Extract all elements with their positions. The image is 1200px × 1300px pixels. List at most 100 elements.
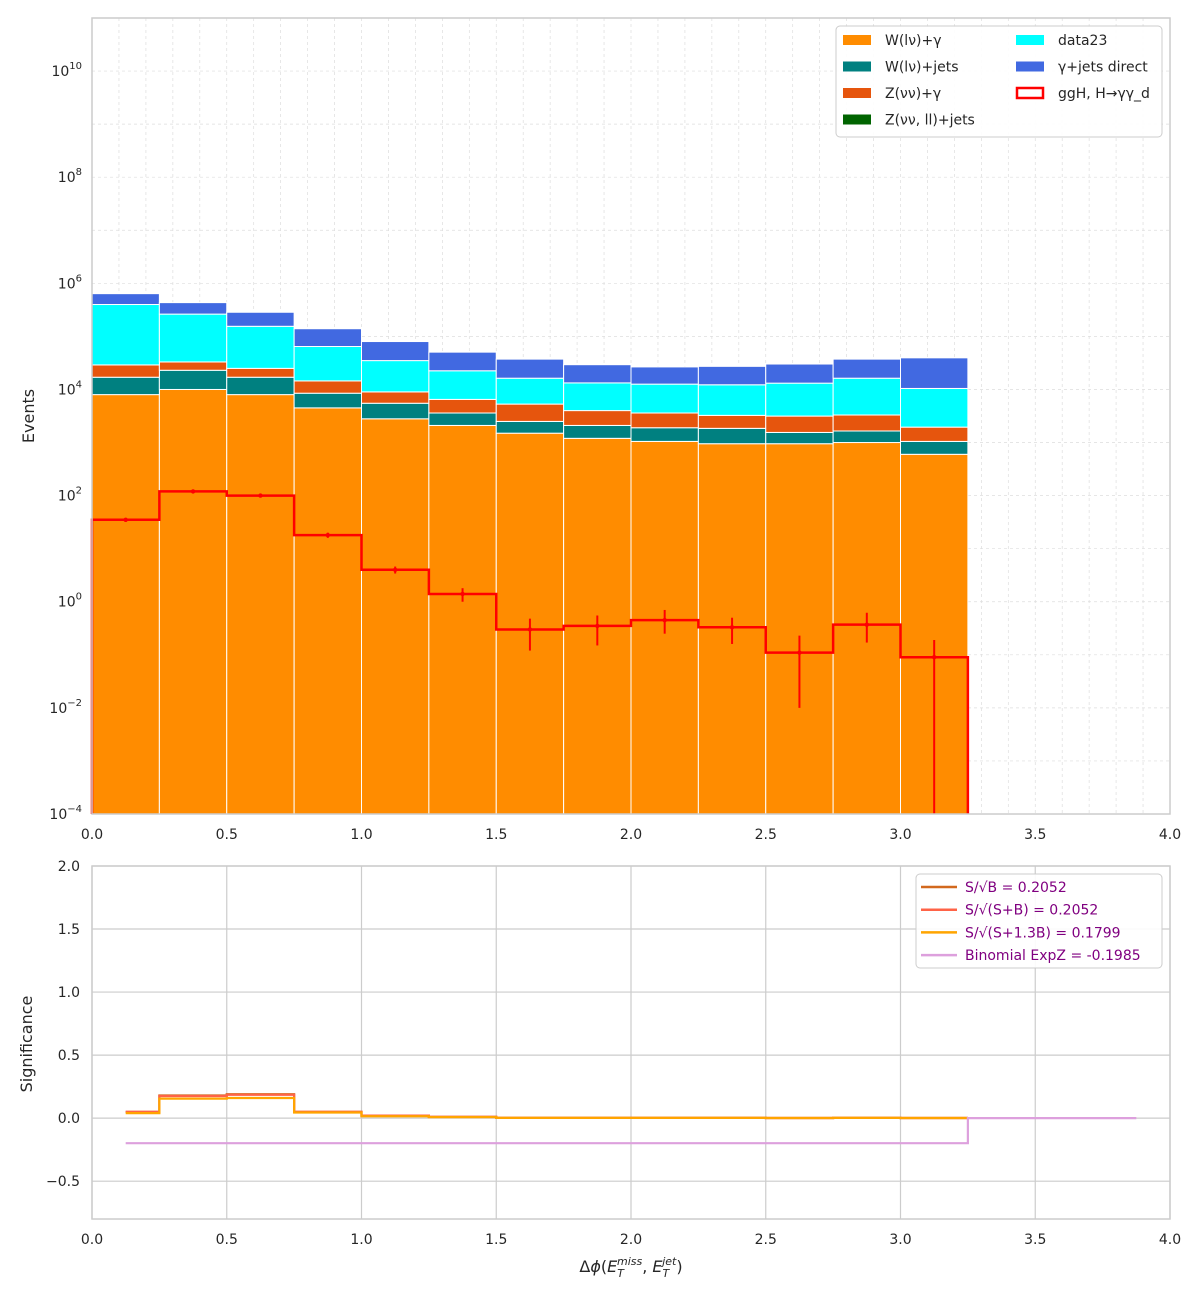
signal-point — [797, 650, 802, 655]
legend-swatch — [843, 114, 871, 125]
legend-label: S/√(S+1.3B) = 0.1799 — [965, 925, 1121, 941]
signal-point — [258, 493, 263, 498]
x-tick-label: 3.0 — [889, 827, 911, 843]
stacked-bar — [630, 412, 699, 429]
stacked-bar — [697, 414, 767, 429]
stacked-bar — [361, 391, 430, 404]
signal-point — [460, 591, 465, 597]
stacked-bar — [563, 382, 632, 412]
legend-box — [915, 873, 1163, 969]
stacked-bar — [91, 364, 160, 378]
y-tick-base: 10 — [51, 64, 69, 80]
x-tick-label: 0.0 — [81, 827, 103, 843]
stacked-bar — [697, 365, 767, 386]
stacked-bar — [428, 412, 497, 426]
stacked-bar — [563, 364, 632, 384]
x-tick-label: 3.5 — [1024, 827, 1046, 843]
y-tick-base: 10 — [49, 701, 67, 717]
legend-label: S/√B = 0.2052 — [965, 880, 1067, 896]
events-panel: 0.0 0.5 1.0 1.5 2.0 2.5 3.0 3.5 4.0 101010810610… — [19, 17, 1181, 843]
signal-point — [527, 627, 533, 632]
signal-point — [729, 625, 735, 630]
significance-y-ticks: 2.0 1.5 1.0 0.5 0.0 −0.5 — [46, 859, 80, 1190]
stacked-bar — [765, 382, 834, 417]
legend-swatch — [1016, 35, 1044, 45]
y-tick-label: 10−4 — [49, 804, 82, 823]
x-tick-label: 4.0 — [1159, 1232, 1181, 1248]
stacked-bar — [428, 424, 497, 815]
y-tick-label: 108 — [58, 167, 82, 186]
stacked-bar — [765, 431, 834, 445]
stacked-bar — [832, 377, 901, 416]
significance-frame — [91, 865, 1171, 1220]
stacked-bar — [900, 387, 969, 428]
stacked-bar — [293, 407, 362, 815]
stacked-bar — [495, 358, 565, 379]
stacked-bar — [361, 341, 430, 362]
stacked-bar — [226, 394, 295, 815]
signal-point — [931, 655, 937, 660]
legend-box — [835, 25, 1163, 138]
legend-swatch — [843, 35, 871, 45]
y-tick-exponent: 8 — [76, 167, 82, 178]
signal-histogram — [90, 489, 970, 814]
significance-panel: 0.0 0.5 1.0 1.5 2.0 2.5 3.0 3.5 4.0 2.0 1.5 1.0 0.5… — [17, 859, 1181, 1280]
stacked-bar — [630, 366, 699, 385]
y-tick-base: 10 — [49, 807, 67, 823]
y-tick-label: 1.5 — [58, 922, 80, 938]
y-tick-label: 0.5 — [58, 1048, 80, 1064]
y-tick-exponent: −2 — [67, 698, 82, 709]
x-tick-label: 1.5 — [485, 1232, 507, 1248]
legend-label: ggH, H→γγ_d — [1058, 86, 1150, 102]
stacked-bar — [226, 325, 295, 369]
stacked-bar — [361, 418, 430, 815]
signal-point — [595, 623, 600, 629]
x-tick-label: 2.0 — [620, 827, 642, 843]
stacked-bar — [158, 313, 228, 363]
y-tick-base: 10 — [58, 595, 76, 611]
x-tick-label: 3.0 — [889, 1232, 911, 1248]
stacked-bar — [563, 424, 632, 439]
events-frame — [91, 17, 1171, 815]
stacked-bar — [158, 302, 228, 315]
x-tick-label: 0.0 — [81, 1232, 103, 1248]
stacked-bar — [832, 358, 901, 379]
legend-label: S/√(S+B) = 0.2052 — [965, 903, 1098, 919]
x-tick-label: 0.5 — [216, 1232, 238, 1248]
legend-swatch — [1015, 86, 1045, 100]
y-tick-exponent: 10 — [69, 61, 82, 72]
x-tick-label: 4.0 — [1159, 827, 1181, 843]
stacked-bar — [495, 377, 565, 405]
stacked-bar — [91, 394, 160, 815]
significance-y-axis-label: Significance — [17, 996, 36, 1093]
events-x-ticks: 0.0 0.5 1.0 1.5 2.0 2.5 3.0 3.5 4.0 — [81, 827, 1181, 843]
events-legend: W(lν)+γ W(lν)+jets Z(νν)+γ Z(νν, ll)+jets da… — [835, 25, 1163, 138]
significance-x-ticks: 0.0 0.5 1.0 1.5 2.0 2.5 3.0 3.5 4.0 — [81, 1232, 1181, 1248]
y-tick-label: 100 — [58, 592, 82, 611]
legend-label: W(lν)+γ — [885, 33, 942, 49]
y-tick-exponent: −4 — [67, 804, 82, 815]
signal-point — [392, 567, 398, 572]
stacked-bar — [361, 360, 430, 393]
stacked-bar — [563, 410, 632, 426]
stacked-bar — [91, 304, 160, 366]
stacked-bar — [630, 427, 699, 442]
stacked-bar — [495, 420, 565, 434]
x-tick-label: 2.5 — [755, 827, 777, 843]
legend-label: Binomial ExpZ = -0.1985 — [965, 948, 1141, 964]
stacked-bar — [361, 402, 430, 420]
legend-label: γ+jets direct — [1058, 60, 1148, 76]
y-tick-exponent: 6 — [76, 273, 82, 284]
y-tick-label: 2.0 — [58, 859, 80, 875]
y-tick-base: 10 — [58, 170, 76, 186]
signal-point — [325, 532, 331, 538]
y-tick-base: 10 — [58, 276, 76, 292]
y-tick-label: 102 — [58, 486, 82, 505]
events-y-axis-label: Events — [19, 389, 38, 443]
stacked-bar — [495, 403, 565, 422]
stacked-bar — [226, 311, 295, 327]
stacked-bar — [630, 383, 699, 414]
legend-swatch — [1016, 61, 1044, 72]
stacked-bar — [428, 351, 497, 372]
